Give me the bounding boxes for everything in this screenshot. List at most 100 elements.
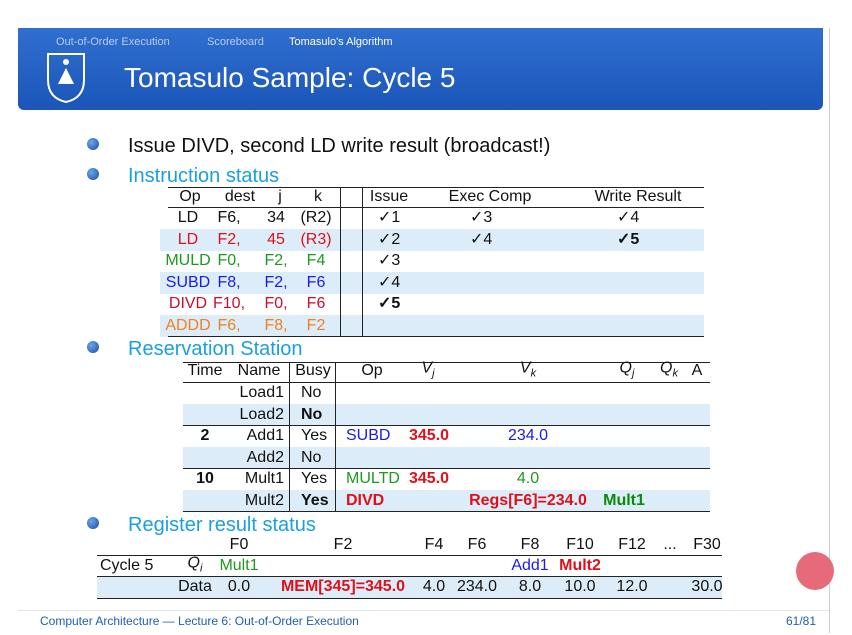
station-cell: Load2: [239, 405, 285, 423]
station-cell: DIVD: [346, 491, 385, 509]
instruction-cell: F6,: [217, 316, 241, 334]
rule: [97, 576, 722, 577]
station-cell: 2: [200, 427, 210, 444]
register-cell: MEM[345]=345.0: [280, 578, 406, 595]
bullet-text: Instruction status: [128, 165, 280, 187]
bullet-text: Register result status: [128, 514, 316, 536]
row-band: [160, 315, 704, 337]
instruction-cell: F2,: [217, 230, 241, 248]
instruction-cell: F6: [306, 273, 326, 291]
register-name: F30: [693, 536, 721, 553]
footer-rule: [18, 610, 829, 611]
row-band: [160, 229, 704, 251]
station-cell: 10: [196, 470, 214, 487]
rule: [183, 382, 710, 383]
station-cell: SUBD: [346, 427, 391, 444]
slide-title: Tomasulo Sample: Cycle 5: [124, 62, 456, 93]
instruction-cell: SUBD: [165, 273, 211, 291]
rule: [168, 207, 704, 208]
instruction-cell: F2,: [264, 252, 288, 269]
rule: [335, 362, 336, 511]
row-band: [97, 577, 722, 598]
rule: [183, 362, 710, 363]
register-cell: Mult2: [559, 557, 601, 574]
station-cell: Yes: [301, 470, 328, 487]
instruction-cell: F4: [306, 252, 326, 269]
column-header: k: [314, 188, 322, 205]
column-header: Name: [237, 362, 281, 379]
rule: [97, 555, 722, 556]
row-band: [160, 272, 704, 294]
bullet: [87, 138, 99, 150]
row-band: [183, 403, 710, 425]
row-band: [183, 446, 710, 468]
station-cell: No: [301, 384, 322, 401]
column-header: Issue: [369, 188, 409, 205]
divider: [829, 28, 830, 633]
footer-text: Computer Architecture — Lecture 6: Out-o…: [40, 614, 359, 628]
row-label: Data: [178, 578, 212, 595]
column-header: Vk: [519, 359, 537, 380]
instruction-cell: F10,: [212, 295, 246, 312]
register-name: F6: [467, 536, 487, 553]
instruction-cell: ✓5: [617, 230, 640, 248]
instruction-cell: F8,: [217, 273, 241, 291]
instruction-cell: ✓4: [470, 230, 493, 248]
register-cell: 234.0: [456, 578, 498, 595]
station-cell: No: [301, 405, 323, 423]
instruction-cell: (R2): [300, 209, 332, 226]
rule: [183, 511, 710, 512]
column-header: dest: [224, 188, 256, 205]
instruction-cell: MULD: [165, 252, 211, 269]
station-cell: Yes: [301, 491, 329, 509]
instruction-cell: F6,: [217, 209, 241, 226]
bullet: [87, 168, 99, 180]
instruction-cell: F8,: [264, 316, 288, 334]
row-band: [183, 489, 710, 511]
university-logo: [47, 53, 85, 104]
station-cell: Regs[F6]=234.0: [469, 491, 587, 509]
column-header: Busy: [295, 362, 331, 379]
rule: [183, 425, 710, 426]
nav-item: Scoreboard: [207, 36, 264, 48]
instruction-cell: LD: [177, 209, 199, 226]
column-header: Op: [179, 188, 201, 205]
register-name: F0: [229, 536, 249, 553]
register-cell: 30.0: [691, 578, 723, 595]
instruction-cell: F0,: [264, 295, 288, 312]
instruction-cell: 45: [267, 230, 285, 248]
instruction-cell: ✓4: [617, 209, 640, 226]
station-cell: 234.0: [507, 427, 549, 444]
column-header: Write Result: [594, 188, 682, 205]
rule: [168, 336, 704, 337]
column-header: Time: [187, 362, 223, 379]
register-cell: Mult1: [219, 557, 259, 574]
register-name: F12: [618, 536, 646, 553]
station-cell: 345.0: [409, 470, 450, 487]
instruction-cell: ✓2: [378, 230, 401, 248]
register-cell: 0.0: [227, 578, 251, 595]
register-name: F8: [520, 536, 540, 553]
register-name: F4: [424, 536, 444, 553]
station-cell: 345.0: [409, 427, 450, 444]
register-cell: 8.0: [518, 578, 542, 595]
rule: [289, 362, 290, 511]
column-header: Vj: [421, 359, 435, 380]
nav-item: Tomasulo's Algorithm: [289, 36, 393, 48]
register-cell: 12.0: [616, 578, 648, 595]
station-cell: Mult1: [603, 491, 645, 509]
register-name: ...: [663, 536, 677, 553]
station-cell: Yes: [301, 427, 328, 444]
nav-item: Out-of-Order Execution: [56, 36, 170, 48]
rule: [362, 187, 363, 336]
instruction-cell: F0,: [217, 252, 241, 269]
column-header: Qk: [660, 359, 678, 380]
instruction-cell: F6: [306, 295, 326, 312]
bullet: [87, 517, 99, 529]
instruction-cell: ADDD: [165, 316, 211, 334]
station-cell: Mult1: [244, 470, 284, 487]
translate-button[interactable]: [796, 552, 834, 590]
bullet-text: Reservation Station: [128, 338, 303, 360]
column-header: Qj: [619, 359, 635, 380]
